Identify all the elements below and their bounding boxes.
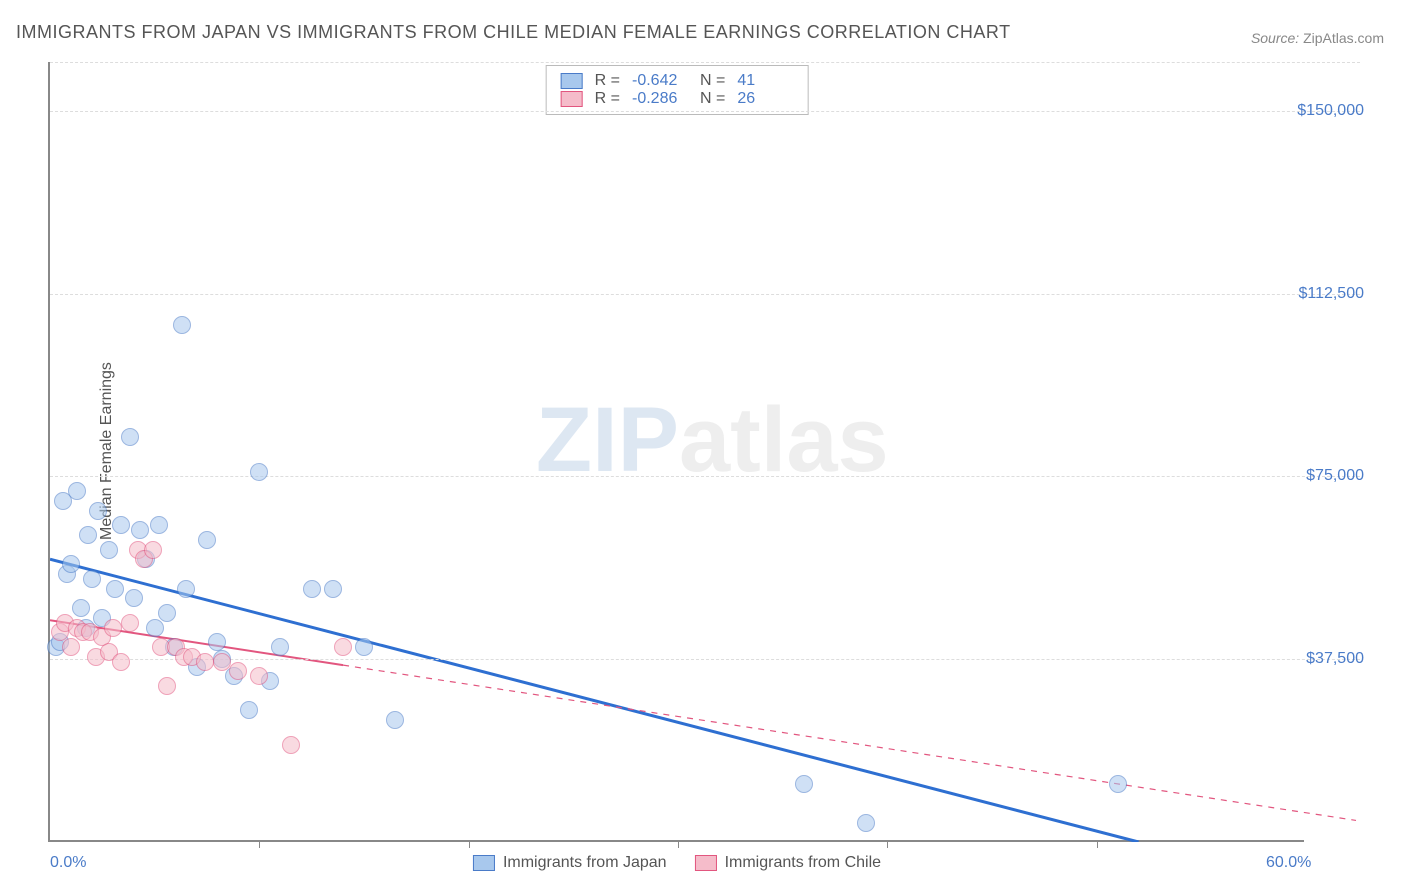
data-point-japan bbox=[79, 526, 97, 544]
legend-item-chile: Immigrants from Chile bbox=[695, 854, 881, 872]
chart-source: Source: ZipAtlas.com bbox=[1251, 30, 1384, 46]
gridline-horizontal bbox=[50, 476, 1360, 477]
legend-series: Immigrants from Japan Immigrants from Chi… bbox=[473, 854, 881, 872]
y-tick-label: $75,000 bbox=[1306, 467, 1364, 485]
data-point-japan bbox=[250, 463, 268, 481]
x-tick bbox=[678, 840, 679, 848]
r-label: R = bbox=[595, 72, 620, 90]
legend-correlation-box: R = -0.642 N = 41 R = -0.286 N = 26 bbox=[546, 65, 809, 115]
r-value: -0.642 bbox=[632, 72, 688, 90]
data-point-japan bbox=[208, 633, 226, 651]
data-point-japan bbox=[324, 580, 342, 598]
legend-label: Immigrants from Chile bbox=[725, 854, 881, 872]
legend-swatch-icon bbox=[473, 855, 495, 871]
x-tick bbox=[259, 840, 260, 848]
data-point-japan bbox=[271, 638, 289, 656]
data-point-chile bbox=[62, 638, 80, 656]
data-point-japan bbox=[121, 428, 139, 446]
legend-stat-row-japan: R = -0.642 N = 41 bbox=[561, 72, 794, 90]
data-point-japan bbox=[146, 619, 164, 637]
data-point-japan bbox=[240, 701, 258, 719]
legend-item-japan: Immigrants from Japan bbox=[473, 854, 667, 872]
r-value: -0.286 bbox=[632, 90, 688, 108]
data-point-japan bbox=[125, 589, 143, 607]
data-point-japan bbox=[303, 580, 321, 598]
n-label: N = bbox=[700, 90, 725, 108]
data-point-japan bbox=[89, 502, 107, 520]
gridline-horizontal bbox=[50, 659, 1360, 660]
x-tick bbox=[1097, 840, 1098, 848]
legend-swatch-icon bbox=[561, 73, 583, 89]
data-point-japan bbox=[131, 521, 149, 539]
data-point-japan bbox=[62, 555, 80, 573]
source-name: ZipAtlas.com bbox=[1303, 30, 1384, 46]
y-tick-label: $150,000 bbox=[1297, 102, 1364, 120]
x-tick-label: 60.0% bbox=[1266, 854, 1311, 872]
data-point-japan bbox=[112, 516, 130, 534]
data-point-japan bbox=[173, 316, 191, 334]
data-point-japan bbox=[158, 604, 176, 622]
trendline-japan bbox=[50, 559, 1139, 842]
data-point-japan bbox=[1109, 775, 1127, 793]
legend-swatch-icon bbox=[561, 91, 583, 107]
plot-area: ZIPatlas Median Female Earnings R =-0.64… bbox=[48, 62, 1304, 842]
data-point-japan bbox=[355, 638, 373, 656]
data-point-chile bbox=[112, 653, 130, 671]
data-point-chile bbox=[334, 638, 352, 656]
chart-container: IMMIGRANTS FROM JAPAN VS IMMIGRANTS FROM… bbox=[0, 0, 1406, 892]
n-value: 26 bbox=[737, 90, 793, 108]
data-point-japan bbox=[177, 580, 195, 598]
gridline-horizontal bbox=[50, 294, 1360, 295]
trendlines-layer bbox=[50, 62, 1366, 842]
data-point-japan bbox=[100, 541, 118, 559]
data-point-chile bbox=[282, 736, 300, 754]
x-tick bbox=[469, 840, 470, 848]
data-point-chile bbox=[158, 677, 176, 695]
n-label: N = bbox=[700, 72, 725, 90]
trendline-extrapolated-chile bbox=[343, 665, 1356, 820]
data-point-chile bbox=[121, 614, 139, 632]
x-tick-label: 0.0% bbox=[50, 854, 86, 872]
gridline-horizontal bbox=[50, 62, 1360, 63]
gridline-horizontal bbox=[50, 111, 1360, 112]
data-point-japan bbox=[68, 482, 86, 500]
legend-stat-row-chile: R = -0.286 N = 26 bbox=[561, 90, 794, 108]
data-point-japan bbox=[386, 711, 404, 729]
chart-title: IMMIGRANTS FROM JAPAN VS IMMIGRANTS FROM… bbox=[16, 22, 1011, 43]
data-point-japan bbox=[72, 599, 90, 617]
data-point-japan bbox=[198, 531, 216, 549]
data-point-japan bbox=[83, 570, 101, 588]
data-point-chile bbox=[250, 667, 268, 685]
data-point-chile bbox=[104, 619, 122, 637]
data-point-japan bbox=[857, 814, 875, 832]
legend-swatch-icon bbox=[695, 855, 717, 871]
legend-label: Immigrants from Japan bbox=[503, 854, 667, 872]
data-point-japan bbox=[795, 775, 813, 793]
data-point-chile bbox=[144, 541, 162, 559]
y-tick-label: $112,500 bbox=[1298, 285, 1364, 303]
data-point-chile bbox=[229, 662, 247, 680]
data-point-japan bbox=[106, 580, 124, 598]
data-point-chile bbox=[196, 653, 214, 671]
source-label: Source: bbox=[1251, 30, 1299, 46]
r-label: R = bbox=[595, 90, 620, 108]
data-point-chile bbox=[213, 653, 231, 671]
data-point-japan bbox=[150, 516, 168, 534]
x-tick bbox=[887, 840, 888, 848]
n-value: 41 bbox=[737, 72, 793, 90]
y-tick-label: $37,500 bbox=[1306, 650, 1364, 668]
